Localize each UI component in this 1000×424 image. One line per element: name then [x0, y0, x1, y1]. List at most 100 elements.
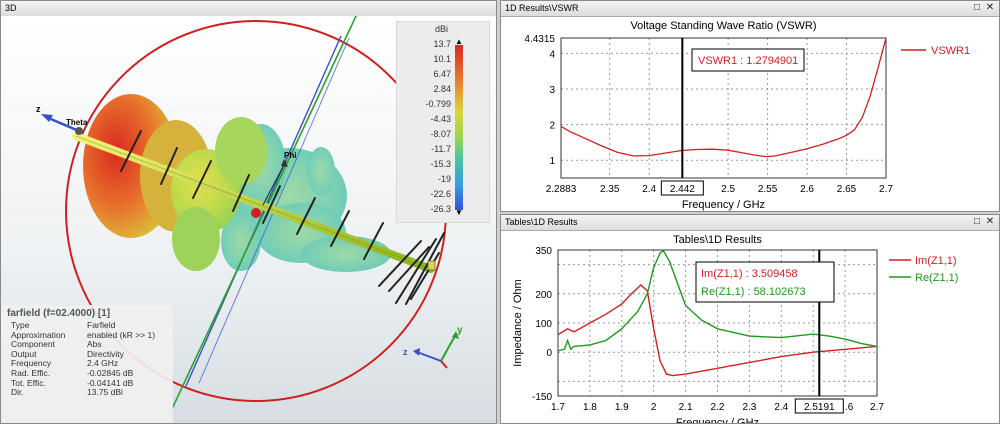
colorbar-bottom-arrow: ▼ — [455, 208, 463, 217]
info-value: enabled (kR >> 1) — [87, 329, 156, 340]
y-tick-label: 2 — [549, 121, 555, 132]
panel-vswr-title: 1D Results\VSWR — [505, 3, 579, 13]
marker-x-box[interactable] — [794, 398, 844, 414]
maximize-icon[interactable]: □ — [973, 216, 981, 227]
triad-y-label: y — [457, 325, 463, 336]
info-value: -0.04141 dB — [87, 377, 134, 388]
x-tick-label: 1.7 — [551, 402, 565, 413]
axes-triad[interactable] — [413, 331, 459, 369]
viewport-3d[interactable]: z Theta Phi y z dBi 13.7 10.1 6.47 2.84 -0.7… — [1, 16, 496, 423]
colorbar-legend: dBi 13.7 10.1 6.47 2.84 -0.799 -4.43 -8.07 -11.… — [396, 21, 490, 223]
x-tick-label: 2.5 — [721, 184, 735, 195]
colorbar-tick-label: -11.7 — [431, 144, 451, 154]
z-axis-arrow — [41, 114, 83, 135]
x-tick-label: 2.35 — [600, 184, 620, 195]
info-row: Tot. Effic. -0.04141 dB — [1, 377, 173, 389]
info-key: Component — [11, 339, 55, 350]
info-key: Rad. Effic. — [11, 367, 51, 378]
x-tick-label: 2.7 — [879, 184, 893, 195]
panel-3d-title: 3D — [5, 3, 17, 13]
info-value: -0.02845 dB — [87, 367, 134, 378]
info-value: Farfield — [87, 320, 116, 330]
y-axis-label: Impedance / Ohm — [512, 279, 524, 366]
colorbar-tick-label: -15.3 — [430, 159, 451, 169]
panel-impedance-titlebar[interactable]: Tables\1D Results □ ✕ — [501, 215, 999, 231]
x-axis-label: Frequency / GHz — [676, 417, 759, 424]
info-row: Type Farfield — [1, 320, 173, 331]
plot-frame — [560, 37, 887, 179]
colorbar-tick-label: 10.1 — [433, 54, 451, 64]
info-value: Directivity — [87, 348, 124, 359]
y-tick-label: -150 — [532, 392, 552, 403]
z-axis-label: z — [36, 104, 41, 114]
legend-vswr1: VSWR1 — [931, 45, 970, 57]
x-tick-label: 2.3 — [742, 402, 756, 413]
marker-x-value: 2.5191 — [804, 402, 835, 413]
colorbar-top-arrow: ▲ — [455, 37, 463, 46]
chart-title: Voltage Standing Wave Ratio (VSWR) — [630, 20, 816, 32]
x-tick-label: 2.65 — [837, 184, 857, 195]
triad-z-label: z — [403, 347, 408, 357]
x-tick-label: 2.7 — [870, 402, 884, 413]
vswr-chart[interactable]: Voltage Standing Wave Ratio (VSWR) 1 2 3 4 4.… — [501, 16, 1000, 212]
panel-3d: 3D — [0, 0, 497, 424]
y-tick-label: 0 — [546, 348, 552, 359]
colorbar-unit: dBi — [435, 24, 449, 34]
info-key: Approximation — [11, 329, 66, 340]
farfield-3d-scene[interactable] — [1, 16, 497, 424]
info-key: Frequency — [11, 358, 52, 369]
x-axis-label: Frequency / GHz — [682, 199, 765, 211]
marker-x-value: 2.442 — [670, 184, 695, 195]
info-value: 13.75 dBi — [87, 387, 123, 398]
y-tick-label: 4 — [549, 49, 555, 60]
farfield-info-box: farfield (f=02.4000) [1] Type Farfield App… — [1, 305, 173, 423]
marker-label-box — [691, 48, 805, 72]
x-tick-label: .6 — [845, 402, 854, 413]
re-z11-line — [557, 249, 878, 352]
y-tick-label: 200 — [535, 290, 552, 301]
x-tick-label: 2.6 — [800, 184, 814, 195]
info-row: Frequency 2.4 GHz — [1, 359, 173, 369]
colorbar-tick-label: -0.799 — [425, 99, 451, 109]
maximize-icon[interactable]: □ — [973, 2, 981, 13]
info-value: 2.4 GHz — [87, 358, 119, 369]
legend-im: Im(Z1,1) — [915, 255, 957, 267]
colorbar-gradient — [455, 45, 463, 210]
info-row: Output Directivity — [1, 348, 173, 360]
theta-label: Theta — [66, 118, 88, 127]
marker-x-box[interactable] — [660, 180, 704, 196]
close-icon[interactable]: ✕ — [985, 2, 995, 13]
green-axis — [170, 16, 357, 412]
x-tick-label: 2 — [651, 402, 657, 413]
info-key: Tot. Effic. — [11, 377, 46, 388]
colorbar-tick-label: -26.3 — [430, 204, 451, 214]
x-tick-label: 1.9 — [615, 402, 629, 413]
marker-label-im: Im(Z1,1) : 3.509458 — [701, 268, 798, 280]
origin-point — [251, 208, 261, 218]
x-tick-label: 2.4 — [642, 184, 656, 195]
blue-axis — [185, 35, 342, 387]
marker-label: VSWR1 : 1.2794901 — [698, 55, 798, 67]
vswr1-line — [560, 37, 887, 158]
impedance-chart[interactable]: Tables\1D Results 350 200 100 0 -150 Impedance… — [501, 230, 1000, 424]
marker-label-re: Re(Z1,1) : 58.102673 — [701, 286, 806, 298]
colorbar-tick-label: 6.47 — [433, 69, 451, 79]
x-tick-label: 2.1 — [679, 402, 693, 413]
colorbar-tick-label: -19 — [437, 174, 451, 184]
x-tick-label: 1.8 — [583, 402, 597, 413]
panel-impedance: Tables\1D Results □ ✕ Tables\1D Results 3… — [500, 214, 1000, 424]
colorbar-tick-label: -22.6 — [430, 189, 451, 199]
info-key: Output — [11, 348, 37, 359]
x-tick-label: 2.2 — [711, 402, 725, 413]
close-icon[interactable]: ✕ — [985, 216, 995, 227]
legend-re: Re(Z1,1) — [915, 272, 958, 284]
phi-arrow — [262, 159, 288, 206]
im-z11-line — [557, 284, 878, 377]
y-tick-label: 1 — [549, 156, 555, 167]
panel-impedance-title: Tables\1D Results — [505, 217, 578, 227]
x-tick-label: 2.2883 — [546, 184, 577, 195]
marker-label-box — [695, 261, 835, 303]
panel-vswr-titlebar[interactable]: 1D Results\VSWR □ ✕ — [501, 1, 999, 17]
info-row: Approximation enabled (kR >> 1) — [1, 329, 173, 341]
panel-3d-titlebar[interactable]: 3D — [1, 1, 496, 17]
